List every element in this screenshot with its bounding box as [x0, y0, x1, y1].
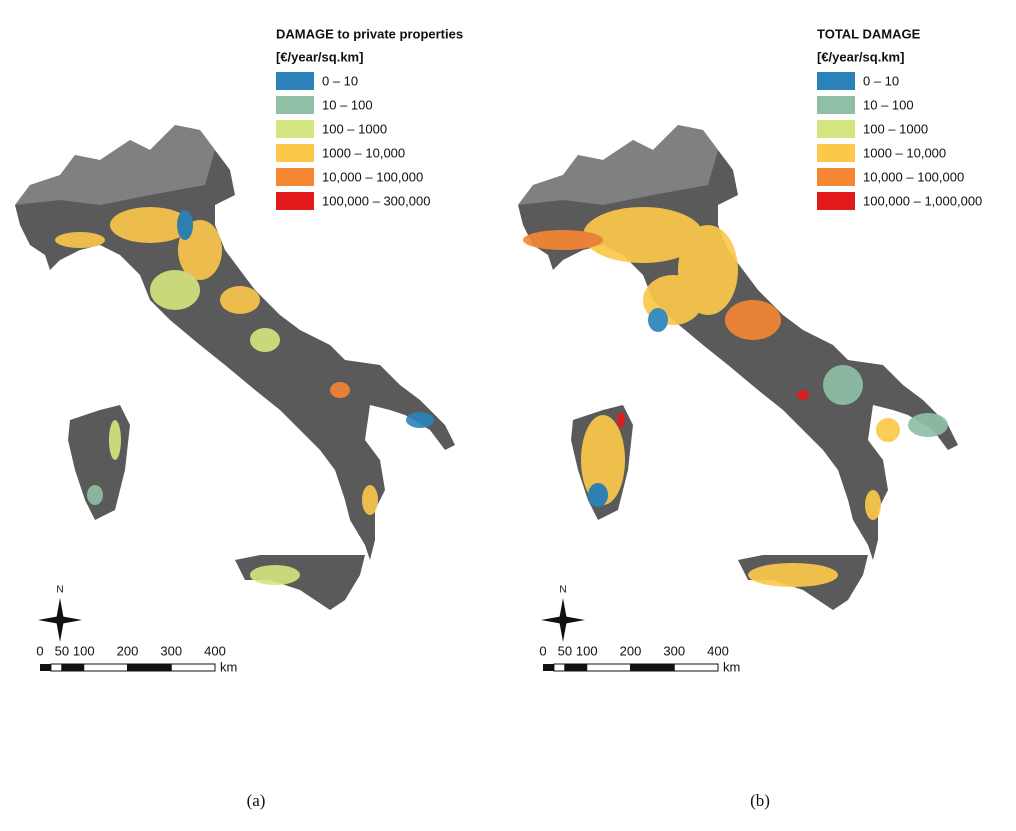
caption: (a) [247, 791, 266, 810]
area [648, 308, 668, 332]
area [908, 413, 948, 437]
caption: (b) [750, 791, 770, 810]
scale-segment [564, 663, 588, 672]
legend-label: 10 – 100 [863, 97, 914, 112]
scale-label: 100 [73, 643, 95, 658]
legend-label: 100 – 1000 [322, 121, 387, 136]
legend-title: DAMAGE to private properties [276, 26, 463, 41]
north-arrow [541, 598, 585, 642]
legend-label: 100 – 1000 [863, 121, 928, 136]
scale-segment [553, 663, 566, 672]
scale-label: 200 [620, 643, 642, 658]
area [617, 412, 625, 428]
scale-segment [586, 663, 631, 672]
legend-swatch [817, 192, 855, 210]
area [588, 483, 608, 507]
legend-swatch [276, 168, 314, 186]
damage-areas [55, 207, 434, 585]
north-arrow [38, 598, 82, 642]
legend-unit: [€/year/sq.km] [817, 49, 904, 64]
scale-segment [673, 663, 719, 672]
damage-areas [523, 207, 948, 587]
scale-segment [83, 663, 128, 672]
legend-swatch [276, 192, 314, 210]
area [250, 565, 300, 585]
area [581, 415, 625, 505]
scale-segment [127, 663, 172, 672]
area [87, 485, 103, 505]
legend-swatch [276, 120, 314, 138]
scale-label: 100 [576, 643, 598, 658]
alps-relief [15, 125, 215, 205]
legend-label: 100,000 – 300,000 [322, 193, 430, 208]
map-panel [518, 125, 958, 610]
legend-label: 10 – 100 [322, 97, 373, 112]
area [406, 412, 434, 428]
legend-label: 1000 – 10,000 [322, 145, 405, 160]
legend-swatch [817, 72, 855, 90]
north-label: N [56, 585, 63, 596]
legend-swatch [276, 72, 314, 90]
legend-unit: [€/year/sq.km] [276, 49, 363, 64]
area [865, 490, 881, 520]
legend-label: 0 – 10 [322, 73, 358, 88]
area [823, 365, 863, 405]
scale-segment [630, 663, 675, 672]
scale-label: 400 [204, 643, 226, 658]
area [876, 418, 900, 442]
scale-unit: km [220, 659, 237, 674]
scale-label: 0 [36, 643, 43, 658]
legend-label: 1000 – 10,000 [863, 145, 946, 160]
legend-title: TOTAL DAMAGE [817, 26, 921, 41]
legend-label: 0 – 10 [863, 73, 899, 88]
area [109, 420, 121, 460]
area [748, 563, 838, 587]
area [55, 232, 105, 248]
scale-label: 50 [55, 643, 69, 658]
scale-label: 200 [117, 643, 139, 658]
scale-label: 400 [707, 643, 729, 658]
area [362, 485, 378, 515]
legend-label: 100,000 – 1,000,000 [863, 193, 982, 208]
legend-swatch [276, 96, 314, 114]
area [583, 207, 703, 263]
legend-swatch [817, 96, 855, 114]
area [330, 382, 350, 398]
alps-relief [518, 125, 718, 205]
scale-segment [50, 663, 63, 672]
scale-label: 50 [558, 643, 572, 658]
scale-unit: km [723, 659, 740, 674]
arrow [541, 616, 585, 624]
legend-swatch [817, 144, 855, 162]
scale-segment [170, 663, 216, 672]
area [725, 300, 781, 340]
scale-label: 0 [539, 643, 546, 658]
legend-label: 10,000 – 100,000 [863, 169, 964, 184]
area [150, 270, 200, 310]
legend-swatch [817, 168, 855, 186]
scale-label: 300 [160, 643, 182, 658]
scale-label: 300 [663, 643, 685, 658]
legend-swatch [276, 144, 314, 162]
legend-swatch [817, 120, 855, 138]
scale-segment [40, 664, 51, 671]
land [235, 555, 365, 610]
scale-segment [61, 663, 85, 672]
legend-label: 10,000 – 100,000 [322, 169, 423, 184]
arrow [38, 616, 82, 624]
area [523, 230, 603, 250]
area [110, 207, 190, 243]
map-panel [15, 125, 455, 610]
area [177, 210, 193, 240]
area [220, 286, 260, 314]
area [250, 328, 280, 352]
area [797, 390, 809, 400]
north-label: N [559, 585, 566, 596]
scale-segment [543, 664, 554, 671]
